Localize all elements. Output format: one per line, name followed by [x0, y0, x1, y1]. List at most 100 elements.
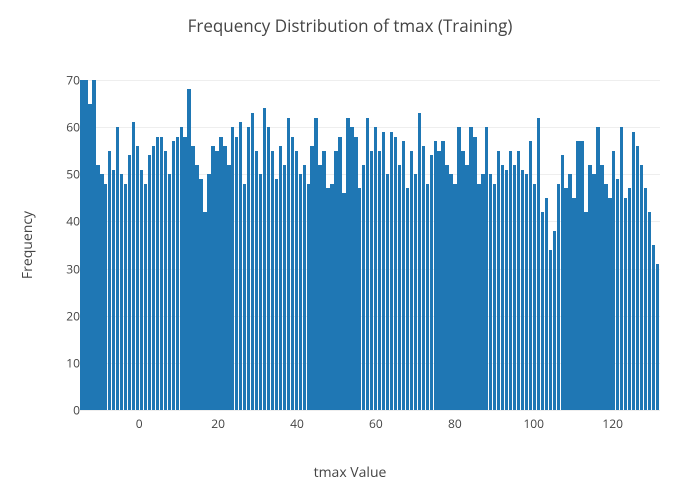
- bar: [84, 80, 87, 410]
- x-tick: 60: [369, 415, 383, 432]
- bar: [517, 151, 520, 410]
- bar: [533, 184, 536, 410]
- bar: [390, 132, 393, 410]
- bar: [338, 137, 341, 410]
- y-tick: 20: [55, 307, 80, 324]
- bar: [227, 165, 230, 410]
- bar: [287, 118, 290, 410]
- y-tick: 40: [55, 213, 80, 230]
- bar: [310, 146, 313, 410]
- bar: [457, 127, 460, 410]
- bar: [580, 141, 583, 410]
- bar: [414, 174, 417, 410]
- bar: [251, 113, 254, 410]
- bar: [473, 137, 476, 410]
- bar: [497, 151, 500, 410]
- bar: [493, 184, 496, 410]
- y-tick: 70: [55, 72, 80, 89]
- bar: [243, 184, 246, 410]
- bar: [168, 174, 171, 410]
- bar: [172, 141, 175, 410]
- bar: [469, 127, 472, 410]
- bar: [592, 174, 595, 410]
- bar: [183, 137, 186, 410]
- bar: [572, 198, 575, 410]
- x-tick: 80: [448, 415, 462, 432]
- bar: [437, 151, 440, 410]
- bar: [207, 174, 210, 410]
- bar: [203, 212, 206, 410]
- bar: [410, 151, 413, 410]
- bar: [128, 155, 131, 410]
- bar: [211, 146, 214, 410]
- bar: [180, 127, 183, 410]
- bar: [430, 155, 433, 410]
- bar: [354, 137, 357, 410]
- bar: [608, 198, 611, 410]
- y-tick: 30: [55, 260, 80, 277]
- bar: [314, 118, 317, 410]
- bar: [441, 141, 444, 410]
- bar: [96, 165, 99, 410]
- x-tick: 40: [290, 415, 304, 432]
- bar: [652, 245, 655, 410]
- bar: [561, 155, 564, 410]
- x-axis-label: tmax Value: [0, 463, 700, 482]
- bar: [100, 174, 103, 410]
- bar: [235, 137, 238, 410]
- bar: [191, 146, 194, 410]
- bar: [136, 146, 139, 410]
- bar: [394, 137, 397, 410]
- bar: [461, 151, 464, 410]
- chart-container: Frequency Distribution of tmax (Training…: [0, 0, 700, 500]
- bar: [481, 174, 484, 410]
- bar: [104, 184, 107, 410]
- bar: [187, 89, 190, 410]
- y-tick: 60: [55, 119, 80, 136]
- bar: [445, 165, 448, 410]
- bar: [346, 118, 349, 410]
- bar: [247, 127, 250, 410]
- bar: [140, 170, 143, 410]
- bar: [152, 146, 155, 410]
- bar: [199, 179, 202, 410]
- x-tick: 100: [523, 415, 544, 432]
- bar: [465, 165, 468, 410]
- bar: [124, 184, 127, 410]
- bar: [350, 127, 353, 410]
- bar: [604, 184, 607, 410]
- bar: [489, 174, 492, 410]
- bar: [628, 188, 631, 410]
- bar: [156, 137, 159, 410]
- bar: [521, 170, 524, 410]
- bar: [275, 179, 278, 410]
- y-tick: 10: [55, 354, 80, 371]
- bar: [596, 127, 599, 410]
- bar: [80, 80, 83, 410]
- x-tick: 0: [136, 415, 143, 432]
- bar: [549, 250, 552, 410]
- bar: [132, 122, 135, 410]
- bar: [632, 132, 635, 410]
- y-axis-label: Frequency: [18, 211, 37, 279]
- bar: [295, 151, 298, 410]
- bar: [402, 141, 405, 410]
- bar: [342, 193, 345, 410]
- bar: [299, 174, 302, 410]
- y-tick: 0: [55, 402, 80, 419]
- bar: [263, 108, 266, 410]
- bar: [144, 184, 147, 410]
- bar: [545, 198, 548, 410]
- x-tick: 20: [211, 415, 225, 432]
- bar: [374, 127, 377, 410]
- bar: [148, 155, 151, 410]
- bar: [307, 184, 310, 410]
- bar: [453, 184, 456, 410]
- bar: [382, 132, 385, 410]
- bar: [449, 174, 452, 410]
- y-axis: 010203040506070: [55, 80, 80, 410]
- bar: [624, 198, 627, 410]
- bar: [426, 184, 429, 410]
- bar: [215, 151, 218, 410]
- bar: [406, 188, 409, 410]
